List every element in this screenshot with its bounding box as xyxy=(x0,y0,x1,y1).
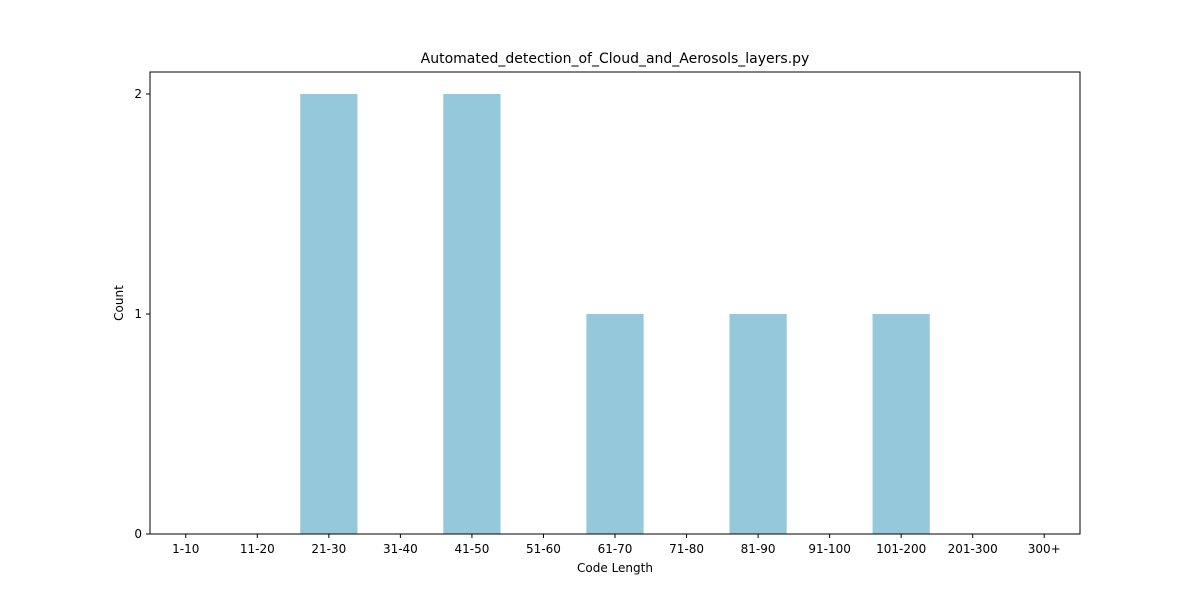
y-axis-label: Count xyxy=(112,285,126,321)
bar-101-200 xyxy=(872,314,930,534)
bar-61-70 xyxy=(586,314,644,534)
y-tick-label: 0 xyxy=(134,527,142,541)
x-tick-label: 61-70 xyxy=(598,542,633,556)
x-axis-label: Code Length xyxy=(577,561,653,575)
y-axis-ticks: 0 1 2 xyxy=(134,87,150,541)
bars-group xyxy=(300,94,930,534)
x-tick-label: 41-50 xyxy=(454,542,489,556)
y-tick-label: 1 xyxy=(134,307,142,321)
x-tick-label: 201-300 xyxy=(948,542,998,556)
x-tick-label: 11-20 xyxy=(240,542,275,556)
chart-title: Automated_detection_of_Cloud_and_Aerosol… xyxy=(421,51,810,67)
bar-81-90 xyxy=(729,314,787,534)
bar-41-50 xyxy=(443,94,501,534)
x-axis-ticks: 1-10 11-20 21-30 31-40 41-50 51-60 61-70 71-80 8… xyxy=(172,534,1061,556)
x-tick-label: 1-10 xyxy=(172,542,199,556)
x-tick-label: 81-90 xyxy=(741,542,776,556)
x-tick-label: 21-30 xyxy=(311,542,346,556)
bar-21-30 xyxy=(300,94,358,534)
x-tick-label: 31-40 xyxy=(383,542,418,556)
x-tick-label: 300+ xyxy=(1028,542,1061,556)
x-tick-label: 91-100 xyxy=(808,542,851,556)
x-tick-label: 71-80 xyxy=(669,542,704,556)
y-tick-label: 2 xyxy=(134,87,142,101)
x-tick-label: 51-60 xyxy=(526,542,561,556)
x-tick-label: 101-200 xyxy=(876,542,926,556)
